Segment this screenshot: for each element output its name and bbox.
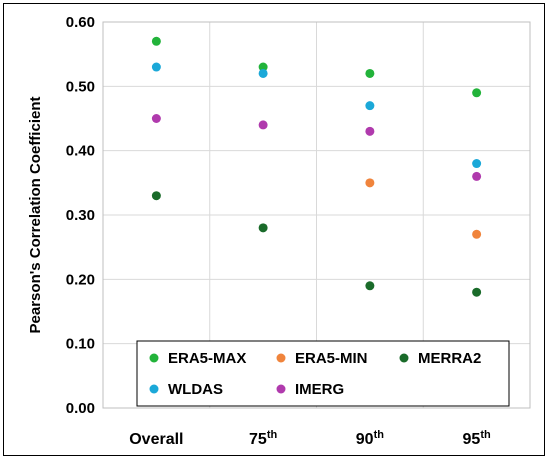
y-tick-label: 0.20 bbox=[66, 271, 95, 288]
y-tick-label: 0.10 bbox=[66, 336, 95, 353]
data-point bbox=[472, 171, 482, 181]
y-tick-label: 0.30 bbox=[66, 207, 95, 224]
y-tick-label: 0.40 bbox=[66, 143, 95, 160]
data-point bbox=[365, 126, 375, 136]
data-point bbox=[258, 68, 268, 78]
x-tick-label: 90th bbox=[356, 429, 384, 448]
data-point bbox=[151, 191, 161, 201]
data-point bbox=[472, 229, 482, 239]
legend-marker bbox=[399, 353, 409, 363]
x-tick-label: 95th bbox=[463, 429, 491, 448]
legend-label: WLDAS bbox=[168, 381, 223, 398]
legend-label: IMERG bbox=[295, 381, 344, 398]
y-tick-label: 0.50 bbox=[66, 78, 95, 95]
data-point bbox=[151, 36, 161, 46]
data-point bbox=[365, 178, 375, 188]
x-tick-label: 75th bbox=[249, 429, 277, 448]
y-axis-title: Pearson's Correlation Coefficient bbox=[27, 97, 44, 334]
legend-marker bbox=[149, 384, 159, 394]
data-points bbox=[151, 36, 482, 297]
data-point bbox=[472, 159, 482, 169]
legend-label: ERA5-MIN bbox=[295, 350, 368, 367]
legend-marker bbox=[149, 353, 159, 363]
legend-marker bbox=[276, 353, 286, 363]
data-point bbox=[151, 62, 161, 72]
data-point bbox=[151, 114, 161, 123]
data-point bbox=[258, 223, 268, 233]
data-point bbox=[258, 120, 268, 130]
legend-label: ERA5-MAX bbox=[168, 350, 246, 367]
data-point bbox=[365, 101, 375, 111]
legend-marker bbox=[276, 384, 286, 394]
y-axis: 0.00 0.10 0.20 0.30 0.40 0.50 0.60 bbox=[66, 14, 95, 417]
legend: ERA5-MAX ERA5-MIN MERRA2 WLDAS IMERG bbox=[136, 340, 510, 407]
x-axis: Overall 75th 90th 95th bbox=[129, 429, 491, 448]
data-point bbox=[365, 281, 375, 291]
legend-label: MERRA2 bbox=[418, 350, 481, 367]
data-point bbox=[472, 88, 482, 98]
data-point bbox=[365, 68, 375, 78]
y-tick-label: 0.00 bbox=[66, 400, 95, 417]
plot-area bbox=[102, 21, 531, 409]
legend-box bbox=[136, 340, 510, 407]
x-tick-label: Overall bbox=[129, 431, 183, 448]
y-tick-label: 0.60 bbox=[66, 14, 95, 31]
data-point bbox=[472, 287, 482, 297]
data-point bbox=[258, 62, 268, 72]
